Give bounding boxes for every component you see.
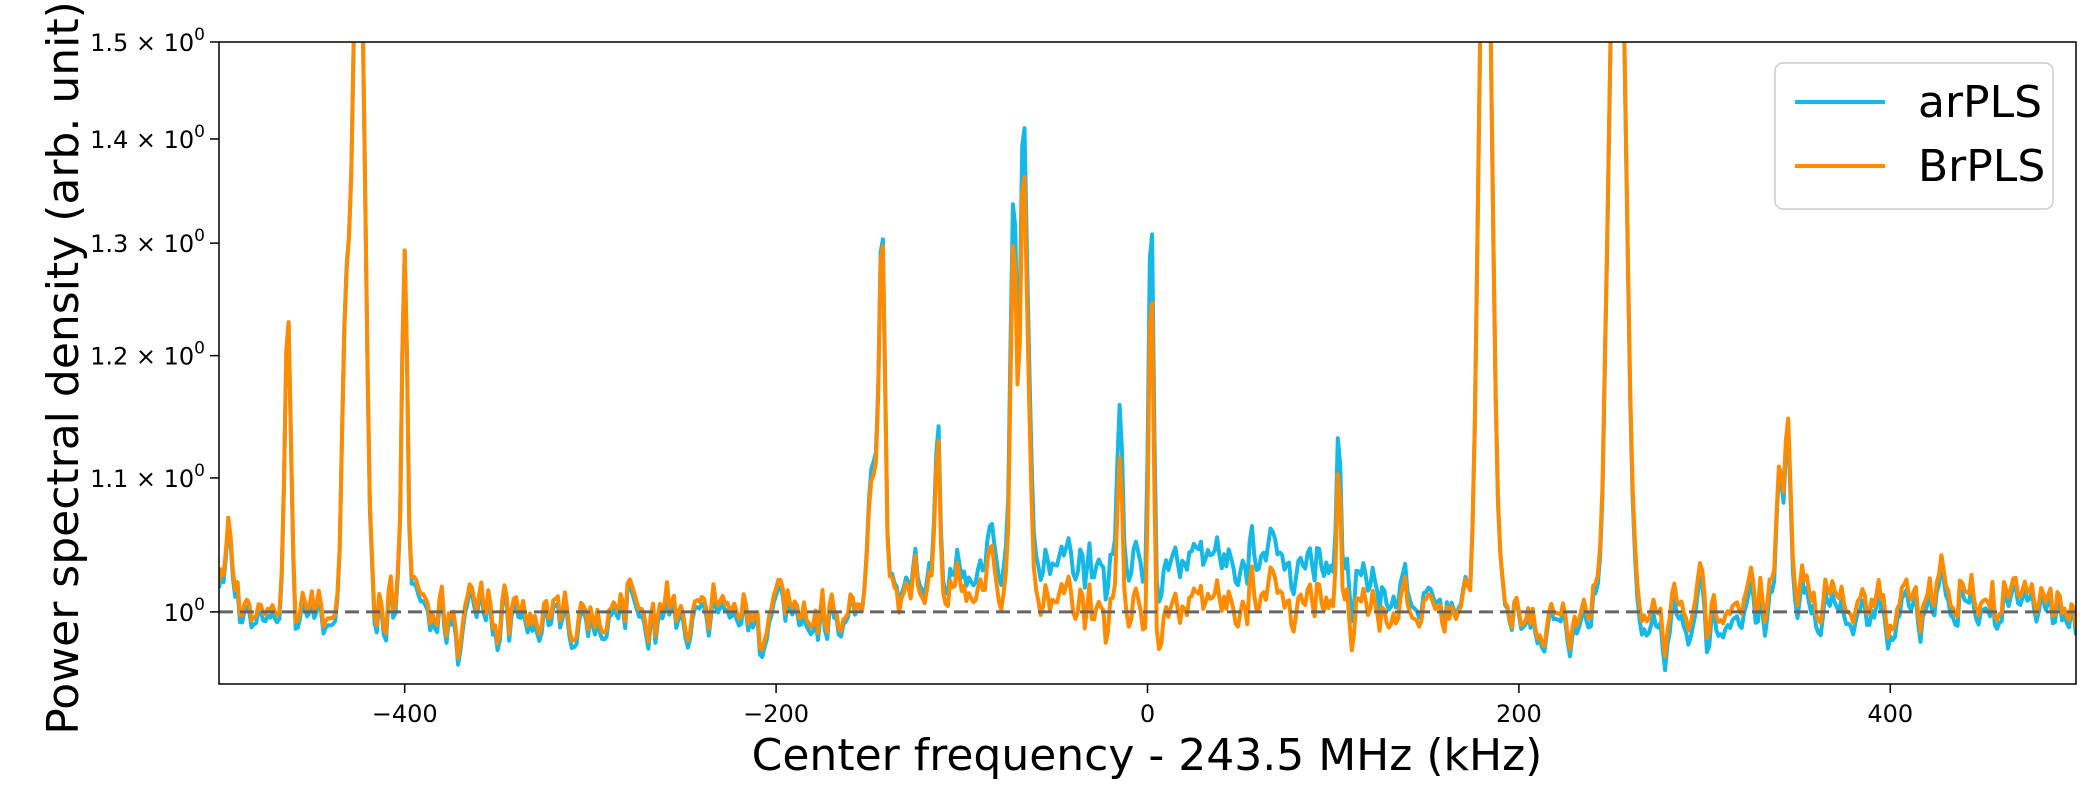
series-layer	[219, 42, 2076, 673]
x-tick-label: −400	[372, 700, 438, 728]
y-axis-ticks: 100 1.1 × 100 1.2 × 100 1.3 × 100 1.4 × 100 1…	[90, 25, 219, 627]
y-tick-label: 1.3 × 100	[90, 226, 205, 258]
y-tick-label: 1.2 × 100	[90, 339, 205, 371]
series-line-brpls	[219, 42, 2076, 660]
x-axis-title: Center frequency - 243.5 MHz (kHz)	[752, 730, 1543, 781]
legend-label-arpls: arPLS	[1918, 77, 2042, 128]
legend: arPLS BrPLS	[1774, 62, 2054, 210]
y-tick-label: 1.5 × 100	[90, 25, 205, 57]
x-tick-label: 400	[1867, 700, 1913, 728]
y-tick-label: 100	[164, 595, 205, 627]
y-axis-title: Power spectral density (arb. unit)	[38, 1, 89, 735]
x-axis-ticks: −400 −200 0 200 400	[372, 684, 1913, 728]
y-tick-label: 1.4 × 100	[90, 122, 205, 154]
x-tick-label: 200	[1496, 700, 1542, 728]
legend-label-brpls: BrPLS	[1918, 141, 2045, 192]
legend-box	[1774, 62, 2054, 210]
x-tick-label: 0	[1140, 700, 1155, 728]
x-tick-label: −200	[743, 700, 809, 728]
y-tick-label: 1.1 × 100	[90, 461, 205, 493]
